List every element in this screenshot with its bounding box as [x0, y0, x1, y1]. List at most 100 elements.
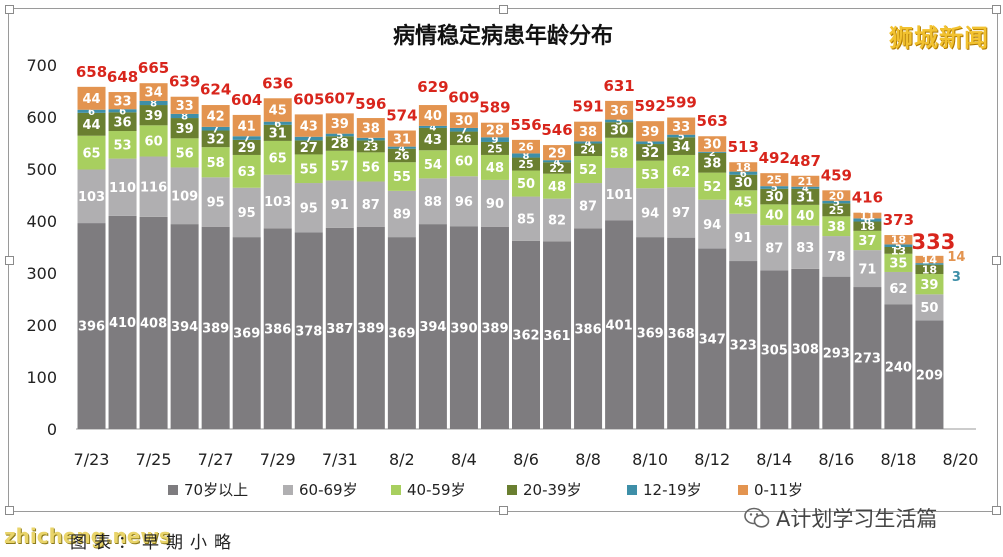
bar-value-label: 95 [300, 201, 318, 216]
bar-total-label: 624 [200, 81, 231, 99]
bar-segment-0-11 [201, 105, 230, 127]
bar-total-label: 636 [262, 74, 293, 92]
bar-value-label: 24 [580, 144, 596, 157]
bar-segment-20-39 [139, 105, 168, 126]
bar-value-label: 65 [82, 146, 100, 161]
bar-value-label: 52 [703, 180, 721, 195]
bar-value-label: 50 [517, 177, 535, 192]
bar-segment-40-59 [77, 135, 106, 170]
chart-title: 病情稳定病患年龄分布 [393, 23, 613, 49]
bar-segment-0-11 [729, 162, 758, 172]
resize-handle-bottom-right[interactable] [992, 506, 1001, 515]
bar-total-label: 599 [666, 94, 697, 112]
bar-segment-12-19 [325, 133, 354, 137]
bar-segment-12-19 [263, 121, 292, 125]
legend-label-12-19: 12-19岁 [643, 481, 702, 499]
bar-segment-60-69 [543, 198, 572, 242]
bar-total-label: 333 [912, 230, 956, 254]
bar-segment-20-39 [915, 264, 944, 275]
bar-segment-0-11 [512, 139, 540, 154]
resize-handle-bottom[interactable] [499, 506, 508, 515]
bar-segment-0-11 [667, 117, 696, 135]
bar-value-label: 53 [114, 139, 132, 154]
bar-segment-20-39 [698, 152, 727, 173]
bar-segment-20-39 [729, 174, 758, 191]
resize-handle-right[interactable] [992, 256, 1001, 265]
bar-segment-60-69 [512, 196, 540, 241]
resize-handle-top[interactable] [499, 5, 508, 14]
bar-segment-12-19 [822, 200, 851, 204]
bar-value-label: 27 [300, 141, 318, 156]
bar-value-label: 240 [885, 360, 912, 375]
bar-value-label: 394 [171, 320, 198, 335]
bar-value-label: 116 [140, 180, 167, 195]
bar-value-label: 95 [207, 196, 225, 211]
bar-value-label: 18 [922, 263, 937, 276]
bar-total-label: 665 [138, 59, 169, 77]
bar-segment-40-59 [449, 145, 478, 177]
bar-value-label: 30 [610, 124, 628, 139]
bar-value-label: 83 [796, 241, 814, 256]
bar-value-label: 58 [610, 147, 628, 162]
bar-value-label: 21 [798, 175, 813, 188]
bar-value-label: 62 [672, 165, 690, 180]
bar-value-label: 323 [730, 339, 757, 354]
resize-handle-bottom-left[interactable] [5, 506, 14, 515]
bar-value-label: 8 [181, 112, 188, 123]
bar-total-label: 459 [821, 166, 852, 184]
bar-value-label: 5 [367, 135, 374, 146]
resize-handle-top-right[interactable] [992, 5, 1001, 14]
bar-segment-0-11 [263, 98, 292, 122]
bar-segment-60-69 [480, 179, 509, 227]
bar-value-label: 13 [891, 244, 906, 257]
bar-segment-12-19 [791, 186, 820, 189]
bar-value-label: 94 [641, 206, 659, 221]
bar-segment-70plus [605, 220, 634, 429]
bar-value-label: 34 [145, 86, 163, 101]
bar-value-label: 39 [641, 125, 659, 140]
bar-value-label: 2 [709, 148, 716, 159]
bar-value-label: 35 [889, 257, 907, 272]
bar-segment-20-39 [822, 203, 851, 217]
bar-value-label: 62 [889, 282, 907, 297]
bar-value-label: 31 [269, 127, 287, 142]
bar-segment-70plus [449, 226, 478, 429]
bar-value-label: 4 [429, 122, 436, 133]
bar-segment-0-11 [884, 235, 913, 245]
bar-segment-60-69 [356, 181, 385, 227]
y-tick-label: 200 [26, 316, 57, 335]
bar-segment-0-11 [915, 255, 944, 264]
bar-segment-70plus [387, 237, 416, 429]
bar-value-label: 97 [672, 206, 690, 221]
resize-handle-top-left[interactable] [5, 5, 14, 14]
x-tick-label: 7/25 [136, 450, 172, 469]
resize-handle-left[interactable] [5, 256, 14, 265]
bar-value-label: 54 [424, 158, 442, 173]
bar-segment-12-19 [77, 109, 106, 113]
bar-segment-20-39 [325, 136, 354, 151]
bar-total-label: 591 [572, 98, 603, 116]
x-tick-label: 8/6 [513, 450, 539, 469]
bar-segment-60-69 [294, 183, 323, 233]
bar-total-label: 607 [324, 89, 355, 107]
bar-value-label: 7 [243, 134, 250, 145]
bar-total-label: 513 [728, 138, 759, 156]
legend-swatch-60-69 [283, 485, 293, 495]
y-tick-label: 700 [26, 56, 57, 75]
bar-segment-70plus [108, 215, 137, 429]
bar-segment-0-11 [605, 100, 634, 120]
bar-total-label: 604 [231, 91, 262, 109]
bar-value-label: 58 [207, 156, 225, 171]
bar-segment-20-39 [853, 221, 882, 231]
bar-value-label: 28 [331, 137, 349, 152]
bar-segment-70plus [77, 223, 106, 429]
x-tick-label: 7/31 [322, 450, 358, 469]
bar-segment-40-59 [605, 137, 634, 168]
bar-value-label: 88 [424, 195, 442, 210]
bar-value-label: 7 [305, 134, 312, 145]
bar-total-label: 605 [293, 90, 324, 108]
bar-value-label: 5 [336, 131, 343, 142]
bar-segment-60-69 [418, 178, 447, 225]
bar-value-label: 40 [796, 209, 814, 224]
bar-segment-40-59 [667, 154, 696, 188]
